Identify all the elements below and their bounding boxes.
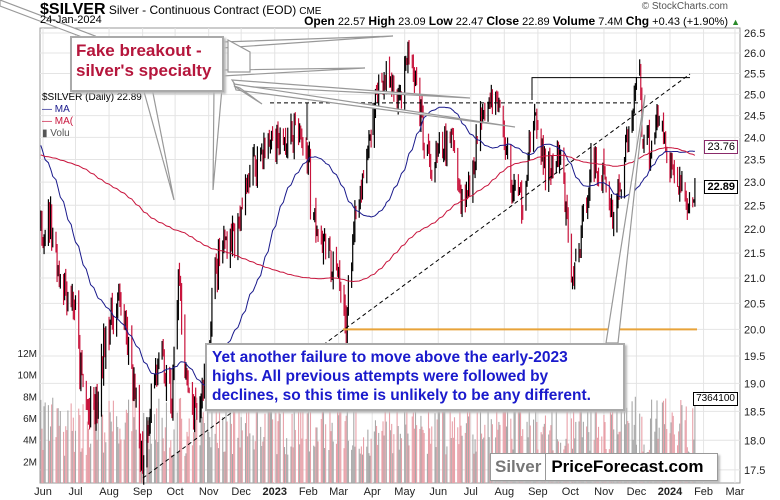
legend-ma200-label: MA(: [54, 116, 74, 127]
failure-callout: Yet another failure to move above the ea…: [205, 343, 625, 411]
y-tick-label: 26.0: [744, 48, 765, 60]
x-tick-label: Nov: [199, 486, 219, 498]
volume-label: Volume: [552, 14, 596, 28]
x-tick-label: Feb: [694, 486, 713, 498]
ohlc-stats: Open 22.57 High 23.09 Low 22.47 Close 22…: [304, 14, 740, 28]
watermark-site: PriceForecast.com: [551, 457, 704, 476]
x-tick-label: Nov: [594, 486, 614, 498]
callout-pointer: [233, 85, 263, 105]
close-label: Close: [486, 14, 520, 28]
x-tick-label: Mar: [725, 486, 744, 498]
y-tick-label: 21.0: [744, 273, 765, 285]
resistance-line-2023: [531, 77, 690, 100]
x-tick-label: Aug: [495, 486, 515, 498]
legend-price: $SILVER (Daily) 22.89: [42, 92, 142, 103]
exchange: CME: [299, 6, 322, 17]
fake-breakout-callout: Fake breakout - silver's specialty: [70, 36, 224, 92]
y-tick-label: 22.5: [744, 200, 765, 212]
open-value: 22.57: [337, 16, 366, 28]
chart-title: $SILVER Silver - Continuous Contract (EO…: [40, 1, 321, 19]
x-tick-label: Dec: [627, 486, 647, 498]
y-tick-label: 23.0: [744, 177, 765, 189]
x-tick-label: Jul: [464, 486, 478, 498]
volume-tick-label: 8M: [23, 392, 37, 403]
volume-tick-label: 12M: [18, 349, 37, 360]
x-tick-label: Sep: [528, 486, 548, 498]
y-tick-label: 22.0: [744, 224, 765, 236]
last-price-label: 22.89: [704, 180, 738, 194]
y-tick-label: 19.5: [744, 351, 765, 363]
y-tick-label: 19.0: [744, 378, 765, 390]
volume-tick-label: 10M: [18, 371, 37, 382]
y-tick-label: 20.0: [744, 324, 765, 336]
y-tick-label: 17.5: [744, 465, 765, 477]
y-tick-label: 25.0: [744, 89, 765, 101]
chart-date: 24-Jan-2024: [40, 14, 102, 26]
y-tick-label: 26.5: [744, 28, 765, 40]
low-label: Low: [428, 14, 453, 28]
x-tick-label: May: [394, 486, 415, 498]
y-tick-label: 25.5: [744, 69, 765, 81]
change-value: +0.43 (+1.90%): [652, 16, 729, 28]
legend-ma50-label: MA: [54, 104, 70, 115]
y-tick-label: 24.0: [744, 132, 765, 144]
x-tick-label: Jun: [34, 486, 52, 498]
up-arrow-icon: ▲: [731, 17, 740, 27]
symbol: $SILVER: [40, 1, 106, 18]
stockcharts-brand: © StockCharts.com: [641, 1, 728, 12]
y-tick-label: 23.5: [744, 155, 765, 167]
y-tick-label: 18.0: [744, 435, 765, 447]
high-label: High: [368, 14, 396, 28]
x-tick-label: Jun: [429, 486, 447, 498]
volume-tick-label: 4M: [23, 436, 37, 447]
watermark: Silver PriceForecast.com: [490, 453, 719, 481]
legend-ma50: — MA: [42, 104, 70, 115]
volume-tick-label: 2M: [23, 457, 37, 468]
instrument-name: Silver - Continuous Contract (EOD): [108, 3, 297, 17]
legend-volume-label: Volu: [50, 128, 70, 139]
y-tick-label: 20.5: [744, 298, 765, 310]
close-value: 22.89: [522, 16, 550, 28]
x-tick-label: Sep: [133, 486, 153, 498]
high-value: 23.09: [398, 16, 426, 28]
open-label: Open: [304, 14, 335, 28]
last-volume-label: 7364100: [693, 392, 738, 406]
x-tick-label: Apr: [364, 486, 381, 498]
x-tick-label: Dec: [231, 486, 251, 498]
volume-value: 7.4M: [598, 16, 623, 28]
ma50-line: [40, 106, 695, 386]
x-tick-label: 2024: [658, 486, 683, 498]
callout-text: Yet another failure to move above the ea…: [212, 349, 591, 404]
low-value: 22.47: [455, 16, 484, 28]
x-tick-label: Oct: [562, 486, 579, 498]
ma-value-label: 23.76: [704, 140, 738, 154]
y-tick-label: 18.5: [744, 406, 765, 418]
callout-text: Fake breakout - silver's specialty: [76, 41, 212, 80]
watermark-silver: Silver: [491, 454, 547, 480]
x-tick-label: Oct: [167, 486, 184, 498]
y-tick-label: 24.5: [744, 111, 765, 123]
callout-pointer: [227, 38, 251, 73]
legend-volume: ▮ Volu: [42, 128, 70, 139]
ma200-line: [40, 147, 696, 283]
x-tick-label: 2023: [262, 486, 286, 498]
x-tick-label: Mar: [329, 486, 348, 498]
callout-pointer: [230, 79, 471, 99]
change-label: Chg: [625, 14, 650, 28]
x-tick-label: Jul: [68, 486, 82, 498]
volume-tick-label: 6M: [23, 414, 37, 425]
y-tick-label: 21.5: [744, 248, 765, 260]
x-tick-label: Feb: [299, 486, 318, 498]
x-tick-label: Aug: [99, 486, 119, 498]
legend-ma200: — MA(: [42, 116, 74, 127]
